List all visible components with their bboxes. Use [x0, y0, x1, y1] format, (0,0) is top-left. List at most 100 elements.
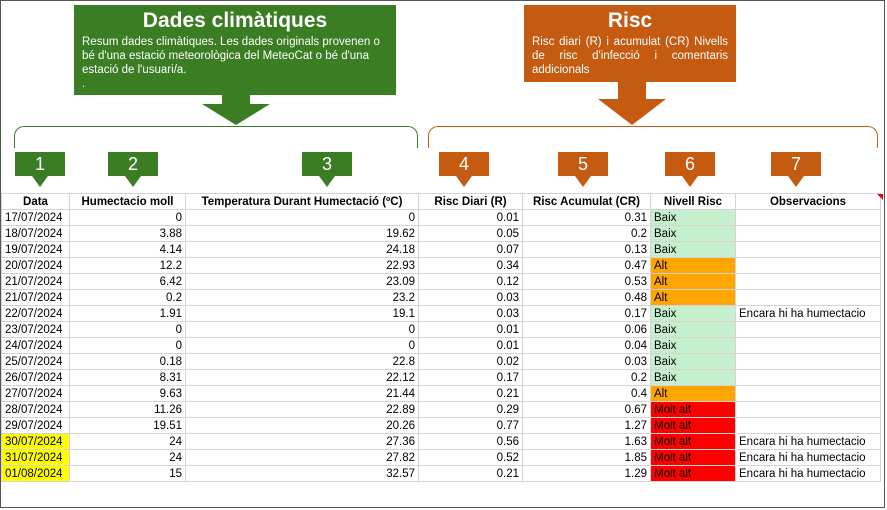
cell-date[interactable]: 23/07/2024	[1, 321, 70, 338]
cell-temperature[interactable]: 19.1	[185, 305, 419, 322]
cell-risk-level[interactable]: Baix	[650, 321, 736, 338]
cell-daily-risk[interactable]: 0.21	[418, 385, 523, 402]
cell-risk-level[interactable]: Alt	[650, 273, 736, 290]
cell-wetness[interactable]: 6.42	[69, 273, 186, 290]
cell-wetness[interactable]: 3.88	[69, 225, 186, 242]
cell-cumulative-risk[interactable]: 1.63	[522, 433, 651, 450]
cell-risk-level[interactable]: Baix	[650, 305, 736, 322]
cell-observations[interactable]	[735, 401, 881, 418]
cell-cumulative-risk[interactable]: 0.04	[522, 337, 651, 354]
cell-daily-risk[interactable]: 0.02	[418, 353, 523, 370]
cell-daily-risk[interactable]: 0.01	[418, 321, 523, 338]
cell-cumulative-risk[interactable]: 0.31	[522, 209, 651, 226]
cell-temperature[interactable]: 20.26	[185, 417, 419, 434]
cell-temperature[interactable]: 32.57	[185, 465, 419, 482]
column-header-observations[interactable]: Observacions	[735, 193, 881, 210]
cell-cumulative-risk[interactable]: 1.85	[522, 449, 651, 466]
cell-risk-level[interactable]: Baix	[650, 353, 736, 370]
cell-cumulative-risk[interactable]: 0.06	[522, 321, 651, 338]
cell-temperature[interactable]: 21.44	[185, 385, 419, 402]
cell-temperature[interactable]: 22.93	[185, 257, 419, 274]
cell-wetness[interactable]: 8.31	[69, 369, 186, 386]
cell-cumulative-risk[interactable]: 0.4	[522, 385, 651, 402]
cell-wetness[interactable]: 24	[69, 449, 186, 466]
cell-daily-risk[interactable]: 0.01	[418, 209, 523, 226]
cell-temperature[interactable]: 22.89	[185, 401, 419, 418]
cell-cumulative-risk[interactable]: 0.48	[522, 289, 651, 306]
cell-observations[interactable]	[735, 257, 881, 274]
cell-daily-risk[interactable]: 0.52	[418, 449, 523, 466]
cell-observations[interactable]	[735, 289, 881, 306]
column-header-daily-risk[interactable]: Risc Diari (R)	[418, 193, 523, 210]
cell-temperature[interactable]: 0	[185, 209, 419, 226]
cell-risk-level[interactable]: Baix	[650, 337, 736, 354]
cell-risk-level[interactable]: Molt alt	[650, 465, 736, 482]
cell-observations[interactable]	[735, 417, 881, 434]
cell-risk-level[interactable]: Baix	[650, 241, 736, 258]
cell-daily-risk[interactable]: 0.21	[418, 465, 523, 482]
cell-risk-level[interactable]: Baix	[650, 369, 736, 386]
cell-temperature[interactable]: 23.2	[185, 289, 419, 306]
cell-cumulative-risk[interactable]: 0.47	[522, 257, 651, 274]
cell-observations[interactable]: Encara hi ha humectacio	[735, 433, 881, 450]
cell-cumulative-risk[interactable]: 0.2	[522, 225, 651, 242]
cell-wetness[interactable]: 11.26	[69, 401, 186, 418]
cell-risk-level[interactable]: Alt	[650, 257, 736, 274]
cell-date[interactable]: 17/07/2024	[1, 209, 70, 226]
cell-wetness[interactable]: 24	[69, 433, 186, 450]
column-header-wetness[interactable]: Humectacio moll	[69, 193, 186, 210]
cell-date[interactable]: 30/07/2024	[1, 433, 70, 450]
column-header-risk-level[interactable]: Nivell Risc	[650, 193, 736, 210]
cell-daily-risk[interactable]: 0.03	[418, 305, 523, 322]
cell-cumulative-risk[interactable]: 0.17	[522, 305, 651, 322]
cell-observations[interactable]: Encara hi ha humectacio	[735, 305, 881, 322]
cell-temperature[interactable]: 22.12	[185, 369, 419, 386]
cell-wetness[interactable]: 19.51	[69, 417, 186, 434]
cell-date[interactable]: 31/07/2024	[1, 449, 70, 466]
cell-observations[interactable]	[735, 337, 881, 354]
cell-cumulative-risk[interactable]: 0.67	[522, 401, 651, 418]
cell-risk-level[interactable]: Molt alt	[650, 417, 736, 434]
column-header-date[interactable]: Data	[1, 193, 70, 210]
cell-temperature[interactable]: 27.36	[185, 433, 419, 450]
cell-date[interactable]: 27/07/2024	[1, 385, 70, 402]
cell-cumulative-risk[interactable]: 1.29	[522, 465, 651, 482]
cell-observations[interactable]: Encara hi ha humectacio	[735, 465, 881, 482]
column-header-temperature[interactable]: Temperatura Durant Humectació (ºC)	[185, 193, 419, 210]
cell-date[interactable]: 19/07/2024	[1, 241, 70, 258]
cell-date[interactable]: 25/07/2024	[1, 353, 70, 370]
cell-daily-risk[interactable]: 0.34	[418, 257, 523, 274]
cell-cumulative-risk[interactable]: 0.2	[522, 369, 651, 386]
cell-observations[interactable]	[735, 209, 881, 226]
cell-date[interactable]: 28/07/2024	[1, 401, 70, 418]
cell-date[interactable]: 20/07/2024	[1, 257, 70, 274]
cell-risk-level[interactable]: Baix	[650, 225, 736, 242]
cell-wetness[interactable]: 0	[69, 209, 186, 226]
cell-risk-level[interactable]: Molt alt	[650, 433, 736, 450]
cell-observations[interactable]	[735, 241, 881, 258]
cell-observations[interactable]	[735, 225, 881, 242]
cell-cumulative-risk[interactable]: 0.03	[522, 353, 651, 370]
cell-wetness[interactable]: 4.14	[69, 241, 186, 258]
cell-date[interactable]: 21/07/2024	[1, 289, 70, 306]
cell-observations[interactable]	[735, 273, 881, 290]
cell-wetness[interactable]: 0	[69, 337, 186, 354]
cell-cumulative-risk[interactable]: 0.53	[522, 273, 651, 290]
cell-wetness[interactable]: 15	[69, 465, 186, 482]
cell-risk-level[interactable]: Alt	[650, 289, 736, 306]
cell-temperature[interactable]: 19.62	[185, 225, 419, 242]
cell-daily-risk[interactable]: 0.03	[418, 289, 523, 306]
cell-observations[interactable]	[735, 321, 881, 338]
cell-date[interactable]: 29/07/2024	[1, 417, 70, 434]
cell-daily-risk[interactable]: 0.07	[418, 241, 523, 258]
cell-temperature[interactable]: 27.82	[185, 449, 419, 466]
cell-risk-level[interactable]: Molt alt	[650, 401, 736, 418]
cell-date[interactable]: 18/07/2024	[1, 225, 70, 242]
cell-wetness[interactable]: 0.2	[69, 289, 186, 306]
cell-date[interactable]: 24/07/2024	[1, 337, 70, 354]
cell-daily-risk[interactable]: 0.17	[418, 369, 523, 386]
cell-cumulative-risk[interactable]: 0.13	[522, 241, 651, 258]
cell-observations[interactable]	[735, 369, 881, 386]
cell-wetness[interactable]: 1.91	[69, 305, 186, 322]
cell-daily-risk[interactable]: 0.05	[418, 225, 523, 242]
